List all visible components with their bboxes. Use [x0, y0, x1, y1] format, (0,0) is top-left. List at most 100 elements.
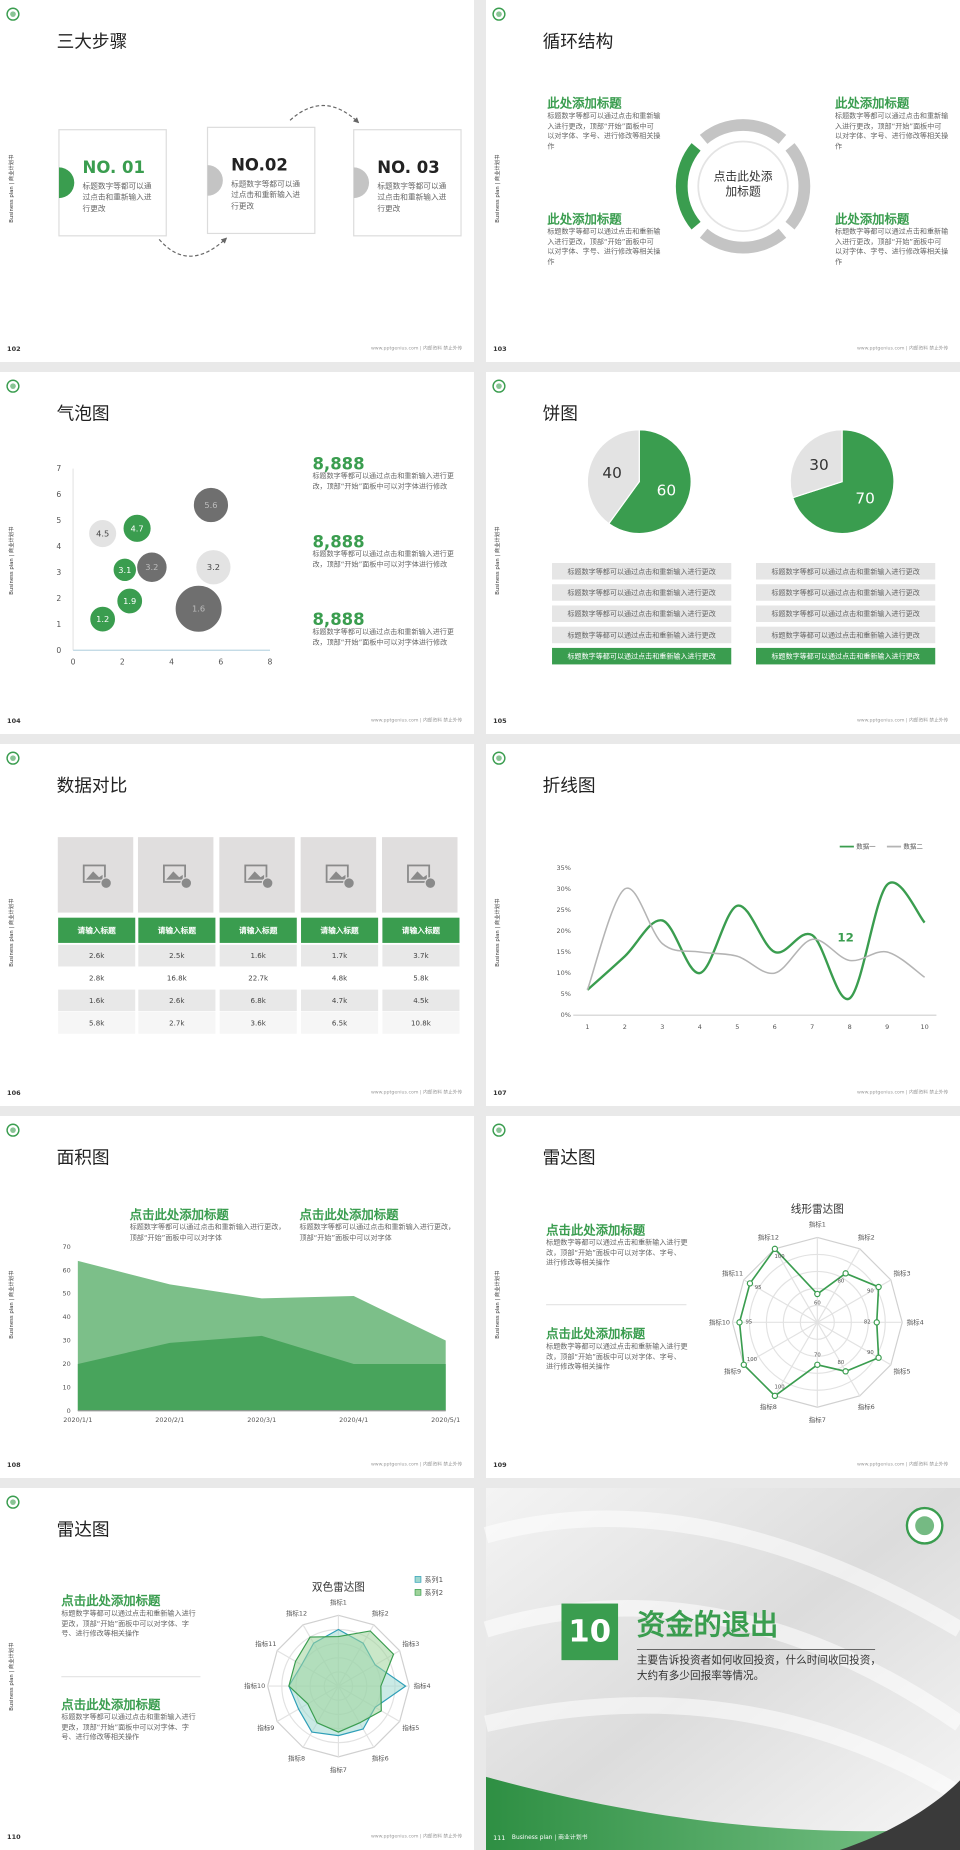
legend-label: 系列1: [424, 1575, 443, 1584]
table-cell-text: 2.6k: [89, 951, 105, 960]
image-icon: [343, 877, 355, 890]
text-block: 标题数字等都可以通过点击和重新输入进行更改，顶部“开始”面板中可以对字体、字号、…: [835, 228, 948, 267]
footer: www.pptgenius.com | 内部资料 禁止外传: [371, 1089, 463, 1096]
legend-row-text: 标题数字等都可以通过点击和重新输入进行更改: [567, 567, 715, 576]
bubble-label: 3.2: [207, 562, 220, 572]
table-cell-text: 6.8k: [251, 996, 267, 1005]
legend-row-text: 标题数字等都可以通过点击和重新输入进行更改: [567, 630, 715, 639]
radar-axis-label: 指标4: [907, 1317, 924, 1326]
y-tick-label: 20%: [557, 927, 571, 935]
legend-row: [552, 584, 732, 601]
slide-title: 饼图: [543, 403, 578, 424]
legend-row: [756, 647, 936, 665]
x-tick-label: 8: [268, 658, 273, 667]
slide-background: [486, 1116, 960, 1478]
table-cell: [137, 1011, 217, 1035]
pie-slice: [789, 429, 843, 499]
x-tick-label: 0: [71, 658, 76, 667]
chart-title: 双色雷达图: [312, 1581, 365, 1594]
bubble-label: 5.6: [204, 500, 217, 510]
paragraph: 标题数字等都可以通过点击和重新输入进行更改，顶部“开始”面板中可以对字体进行修改: [312, 472, 454, 491]
x-tick-label: 2: [623, 1023, 627, 1031]
radar-value-label: 90: [867, 1350, 874, 1356]
table-header-text: 请输入标题: [78, 925, 117, 935]
table-cell-text: 1.6k: [251, 951, 267, 960]
slide-background: [0, 1488, 474, 1850]
radar-axis-label: 指标8: [760, 1402, 777, 1411]
text-block: 标题数字等都可以通过点击和重新输入进行更改，顶部“开始”面板中可以对字体、字号、…: [546, 1239, 687, 1268]
image-icon: [325, 864, 349, 883]
radar-axis-label: 指标8: [288, 1754, 305, 1763]
bubble: [116, 587, 144, 615]
table-header-text: 请输入标题: [239, 925, 278, 935]
logo: [6, 379, 20, 393]
radar-series: [288, 1630, 395, 1733]
x-tick-label: 7: [810, 1023, 814, 1031]
y-tick-label: 40: [63, 1313, 71, 1321]
section-badge: [561, 1603, 619, 1661]
legend-swatch: [414, 1576, 422, 1583]
bubble-label: 3.2: [145, 562, 158, 572]
slide: Business plan | 商业计划书 105 www.pptgenius.co…: [486, 372, 960, 734]
slide-title: 雷达图: [57, 1519, 110, 1540]
legend-label: 数据一: [856, 842, 876, 851]
radar-point: [814, 1290, 821, 1298]
text-block: 标题数字等都可以通过点击和重新输入进行更改，顶部“开始”面板中可以对字体进行修改: [312, 627, 454, 647]
paragraph: 标题数字等都可以通过点击和重新输入进行更改: [82, 181, 152, 214]
step-marker: [58, 167, 75, 199]
paragraph: 点击此处添加标题: [713, 170, 773, 200]
legend-row-text: 标题数字等都可以通过点击和重新输入进行更改: [771, 588, 919, 597]
pie-label: 70: [855, 489, 875, 507]
image-icon: [424, 877, 437, 890]
table-cell-text: 10.8k: [411, 1018, 432, 1027]
table-cell: [381, 1011, 461, 1035]
cycle-arc: [699, 119, 787, 144]
y-tick-label: 50: [63, 1290, 71, 1298]
bubble-label: 4.5: [96, 529, 109, 539]
radar-value-label: 80: [838, 1360, 845, 1366]
x-tick-label: 4: [169, 658, 174, 667]
logo: [6, 1495, 20, 1509]
radar-axis-label: 指标6: [858, 1402, 875, 1411]
radar-axis-label: 指标11: [255, 1639, 276, 1648]
pie-slice: [792, 429, 895, 535]
text-block: 主要告诉投资者如何收回投资，什么时间收回投资，大约有多少回报率等情况。: [637, 1655, 881, 1682]
item-heading: 此处添加标题: [835, 211, 910, 226]
side-label: Business plan | 商业计划书: [7, 154, 15, 223]
table-header-cell: [137, 916, 217, 944]
paragraph: 标题数字等都可以通过点击和重新输入进行更改，顶部“开始”面板中可以对字体: [129, 1223, 286, 1242]
radar-axis-label: 指标6: [372, 1754, 389, 1763]
paragraph: 标题数字等都可以通过点击和重新输入进行更改，顶部“开始”面板中可以对字体、字号、…: [546, 1342, 688, 1372]
x-tick-label: 8: [848, 1023, 852, 1031]
table-cell-text: 2.6k: [169, 996, 185, 1005]
paragraph: 标题数字等都可以通过点击和重新输入进行更改，顶部“开始”面板中可以对字体进行修改: [312, 627, 454, 647]
stat-value: 8,888: [312, 610, 364, 629]
radar-value-label: 70: [814, 1352, 821, 1358]
pie-label: 40: [602, 464, 622, 482]
text-block: 标题数字等都可以通过点击和重新输入进行更改: [377, 182, 446, 214]
page-number: 104: [7, 717, 21, 725]
y-tick-label: 0: [67, 1407, 71, 1415]
line-series: [586, 881, 926, 1001]
radar-axis-label: 指标1: [809, 1219, 826, 1228]
logo-core: [10, 383, 16, 389]
radar-axis-label: 指标5: [402, 1723, 419, 1732]
logo: [492, 379, 506, 393]
table-cell: [218, 1011, 298, 1035]
image-icon: [163, 864, 187, 883]
y-tick-label: 20: [63, 1360, 71, 1368]
item-heading: 此处添加标题: [547, 211, 622, 226]
logo: [492, 1123, 506, 1137]
radar-value-label: 95: [746, 1319, 753, 1325]
radar-axis-label: 指标3: [894, 1268, 911, 1277]
cycle-arc: [699, 228, 787, 254]
radar-axis-label: 指标3: [402, 1639, 419, 1648]
footer: www.pptgenius.com | 内部资料 禁止外传: [857, 717, 949, 724]
page-number: 102: [7, 345, 21, 353]
slide-background: [486, 744, 960, 1106]
table-cell: [300, 1011, 379, 1035]
stat-value: 8,888: [312, 454, 364, 473]
y-tick-label: 2: [56, 594, 61, 603]
